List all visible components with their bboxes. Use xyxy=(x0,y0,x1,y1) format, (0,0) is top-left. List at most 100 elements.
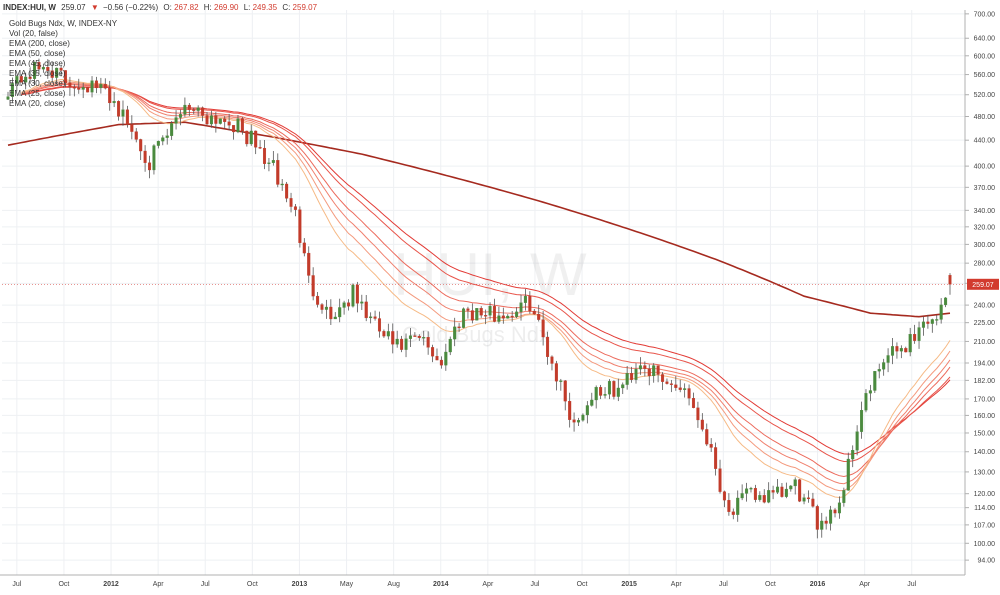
candle xyxy=(316,292,320,308)
candle-body xyxy=(829,509,833,524)
legend-item[interactable]: EMA (50, close) xyxy=(9,49,66,58)
candle xyxy=(784,482,788,499)
candle xyxy=(603,387,607,399)
candle-body xyxy=(117,101,121,117)
candle xyxy=(661,372,665,391)
candle-body xyxy=(585,405,589,416)
price-axis-label: 94.00 xyxy=(977,558,995,565)
candle xyxy=(174,110,178,130)
candle-body xyxy=(170,123,174,136)
candle xyxy=(625,365,629,390)
candle-body xyxy=(515,311,519,317)
candle-body xyxy=(837,502,841,514)
candle-body xyxy=(134,131,138,140)
candle-body xyxy=(541,319,545,338)
candle xyxy=(585,401,589,424)
candle xyxy=(899,345,903,359)
price-axis-label: 170.00 xyxy=(974,396,996,403)
legend-item[interactable]: EMA (25, close) xyxy=(9,89,66,98)
candle xyxy=(161,135,165,146)
candle xyxy=(776,479,780,495)
time-axis-label: Oct xyxy=(58,581,69,588)
price-axis-label: 182.00 xyxy=(974,378,996,385)
candle-body xyxy=(218,118,222,124)
candle-body xyxy=(895,346,899,352)
candle xyxy=(745,482,749,502)
price-axis-label: 400.00 xyxy=(974,164,996,171)
candle xyxy=(607,379,611,400)
price-axis[interactable]: 700.00 640.00 600.00 560.00 520.00 480.00 440.… xyxy=(965,11,996,565)
candle xyxy=(935,315,939,326)
candle xyxy=(510,311,514,322)
candle-body xyxy=(178,114,182,118)
candle-body xyxy=(333,316,337,320)
ema-50-line xyxy=(21,86,951,455)
close-value: 259.07 xyxy=(293,3,318,12)
candle-body xyxy=(254,130,258,148)
candle-body xyxy=(802,497,806,502)
candle xyxy=(581,413,585,422)
candle xyxy=(232,125,236,140)
candle xyxy=(793,477,797,495)
candle xyxy=(722,490,726,508)
time-axis-label: Jul xyxy=(907,581,916,588)
candle-body xyxy=(824,520,828,524)
candle-body xyxy=(183,104,187,115)
candle-body xyxy=(537,313,541,320)
low-value: 249.35 xyxy=(253,3,278,12)
candle-body xyxy=(546,336,550,357)
price-axis-panel xyxy=(965,10,1000,575)
legend-item[interactable]: EMA (35, close) xyxy=(9,69,66,78)
candle-body xyxy=(736,497,740,515)
time-axis-label: 2016 xyxy=(810,581,826,588)
candle-body xyxy=(209,115,213,125)
candle-body xyxy=(877,369,881,372)
candle xyxy=(820,512,824,538)
legend-item[interactable]: Vol (20, false) xyxy=(9,29,58,38)
candle xyxy=(302,238,306,257)
indicator-legend[interactable]: Gold Bugs Ndx, W, INDEX-NY Vol (20, fals… xyxy=(9,19,118,108)
candle-body xyxy=(386,331,390,337)
candle-body xyxy=(484,315,488,317)
time-axis-label: Oct xyxy=(765,581,776,588)
time-axis[interactable]: Jul Oct 2012 Apr Jul Oct 2013 May Aug 2014 Apr Jul O… xyxy=(12,581,916,588)
candle-body xyxy=(152,145,156,171)
candle xyxy=(926,314,930,329)
candle-body xyxy=(205,115,209,125)
candle xyxy=(497,306,501,324)
legend-item[interactable]: EMA (200, close) xyxy=(9,39,70,48)
candle-body xyxy=(408,335,412,339)
candle-body xyxy=(926,321,930,324)
candle-body xyxy=(528,295,532,312)
candle-body xyxy=(944,297,948,306)
candle xyxy=(435,348,439,361)
candle-body xyxy=(377,318,382,332)
candle-body xyxy=(762,495,766,503)
price-axis-label: 520.00 xyxy=(974,92,996,99)
candle xyxy=(563,380,567,411)
price-axis-label: 114.00 xyxy=(974,505,995,512)
candle xyxy=(99,77,103,94)
candle xyxy=(541,311,545,346)
candle xyxy=(890,338,895,365)
candle-body xyxy=(740,493,744,499)
candle-body xyxy=(187,104,191,110)
legend-item[interactable]: EMA (45, close) xyxy=(9,59,66,68)
price-axis-label: 160.00 xyxy=(974,413,996,420)
legend-item[interactable]: Gold Bugs Ndx, W, INDEX-NY xyxy=(9,19,118,28)
candle xyxy=(705,423,709,447)
candle xyxy=(236,114,240,134)
candle xyxy=(501,307,505,324)
candle-body xyxy=(745,488,749,494)
candle xyxy=(696,401,700,428)
candle xyxy=(678,379,682,393)
candles[interactable] xyxy=(6,58,952,539)
legend-item[interactable]: EMA (30, close) xyxy=(9,79,66,88)
legend-item[interactable]: EMA (20, close) xyxy=(9,99,66,108)
candle-body xyxy=(886,355,890,363)
candle xyxy=(262,139,267,170)
candle-body xyxy=(267,162,271,164)
candle-body xyxy=(470,310,474,321)
price-axis-label: 320.00 xyxy=(974,224,996,231)
